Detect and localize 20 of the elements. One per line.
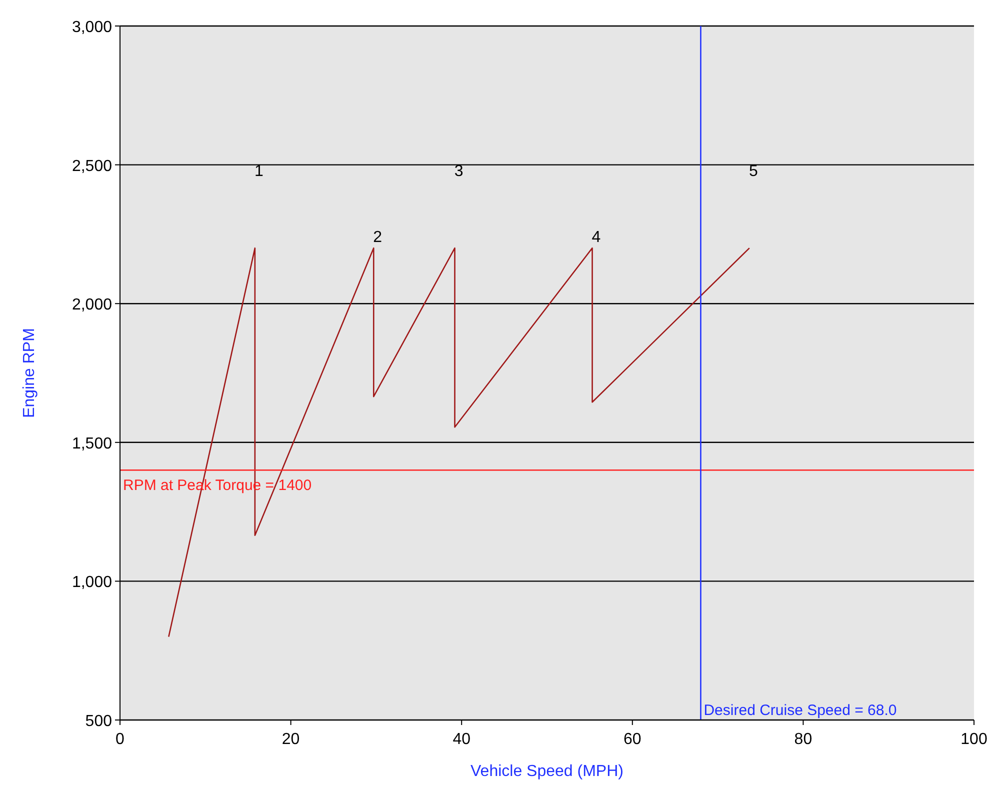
y-tick-label: 3,000	[72, 19, 112, 36]
x-tick-label: 80	[794, 731, 812, 748]
annotation: 1	[254, 163, 264, 180]
ref-line-label: Desired Cruise Speed = 68.0	[704, 702, 897, 719]
x-tick-label: 60	[624, 731, 642, 748]
y-tick-label: 1,500	[72, 435, 112, 452]
x-axis-title: Vehicle Speed (MPH)	[470, 763, 624, 780]
x-tick-label: 0	[116, 731, 125, 748]
x-tick-label: 20	[282, 731, 300, 748]
annotation: 5	[748, 163, 758, 180]
y-tick-label: 2,500	[72, 158, 112, 175]
annotation: 2	[373, 229, 382, 246]
x-tick-label: 100	[960, 731, 988, 748]
y-tick-label: 2,000	[72, 296, 112, 314]
y-tick-label: 500	[85, 713, 112, 730]
y-tick-label: 1,000	[72, 574, 112, 592]
annotation: 4	[592, 229, 601, 246]
y-axis-title: Engine RPM	[21, 328, 38, 418]
annotation: 3	[454, 163, 464, 180]
x-tick-label: 40	[452, 731, 471, 748]
